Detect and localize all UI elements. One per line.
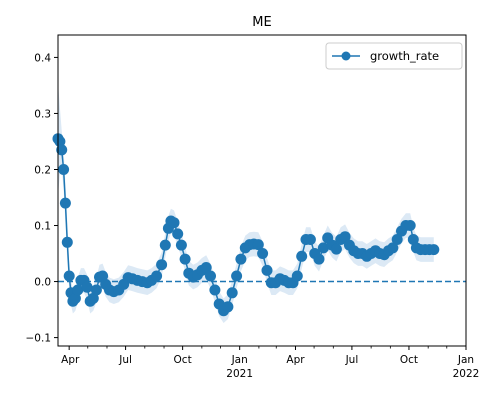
x-tick-label-1: Jul	[118, 354, 132, 366]
data-point-87	[391, 234, 403, 245]
data-point-86	[387, 242, 399, 254]
data-point-67	[304, 234, 316, 245]
data-point-2	[56, 144, 68, 156]
legend-label-growth-rate: growth_rate	[370, 49, 439, 63]
series-layer	[52, 133, 440, 317]
data-point-4	[59, 197, 71, 209]
data-point-55	[252, 239, 264, 251]
x-tick-label-7: Jan	[457, 354, 474, 366]
data-point-35	[168, 217, 180, 229]
data-point-36	[172, 228, 184, 240]
plot-frame	[57, 34, 467, 347]
data-point-96	[428, 244, 440, 256]
x-tick-label-2: Oct	[174, 354, 192, 366]
data-point-9	[69, 292, 81, 304]
data-point-51	[235, 253, 247, 265]
y-tick-label-1: 0.0	[34, 277, 51, 289]
y-tick-label-2: 0.1	[34, 221, 51, 233]
chart-title: ME	[252, 15, 271, 30]
data-point-16	[90, 284, 102, 296]
data-point-1	[54, 136, 66, 147]
y-tick-label-5: 0.4	[34, 52, 51, 64]
data-point-65	[296, 250, 308, 262]
data-point-56	[257, 248, 269, 259]
data-point-15	[87, 292, 99, 304]
data-point-37	[175, 239, 187, 251]
data-point-5	[61, 236, 73, 248]
data-point-90	[404, 220, 416, 231]
x-tick-sublabel-7: 2022	[453, 368, 480, 380]
y-tick-label-3: 0.2	[34, 164, 51, 176]
data-point-57	[261, 264, 273, 276]
y-tick-label-4: 0.3	[34, 108, 51, 120]
data-point-73	[330, 243, 342, 255]
data-point-70	[317, 242, 329, 254]
data-point-6	[63, 270, 75, 282]
x-tick-label-6: Oct	[400, 354, 418, 366]
data-point-48	[222, 301, 234, 313]
data-point-3	[58, 164, 70, 175]
data-point-32	[159, 239, 171, 251]
legend-box	[325, 42, 463, 70]
data-point-18	[97, 270, 109, 282]
data-point-30	[151, 270, 163, 282]
data-point-69	[313, 253, 325, 265]
y-tick-label-0: −0.1	[26, 333, 52, 345]
legend-marker-swatch	[341, 51, 351, 61]
axes-layer: −0.1 0.0 0.1 0.2 0.3 0.4 Apr Jul Oct Jan 2021 Apr Ju…	[26, 34, 480, 380]
data-point-10	[72, 284, 84, 296]
x-tick-label-4: Apr	[286, 354, 305, 366]
data-point-45	[209, 284, 221, 296]
data-point-31	[156, 259, 168, 271]
data-point-13	[81, 281, 93, 293]
x-tick-label-3: Jan	[231, 354, 248, 366]
data-point-44	[205, 270, 216, 282]
legend: growth_rate	[325, 42, 463, 70]
data-point-75	[339, 231, 351, 243]
data-point-64	[291, 270, 303, 282]
data-point-50	[231, 270, 243, 282]
x-tick-label-0: Apr	[61, 354, 80, 366]
data-point-91	[407, 234, 419, 245]
data-point-43	[200, 262, 212, 273]
data-point-49	[226, 287, 238, 299]
data-point-38	[179, 253, 191, 265]
x-tick-sublabel-3: 2021	[226, 368, 253, 380]
x-tick-label-5: Jul	[345, 354, 359, 366]
